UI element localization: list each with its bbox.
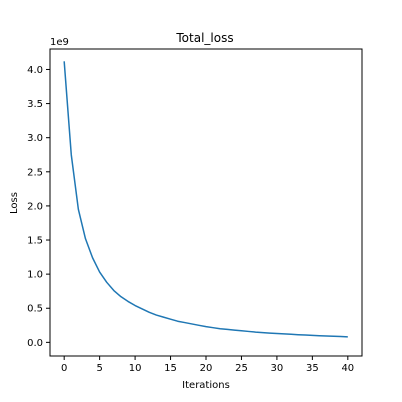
plot-area (63, 61, 348, 338)
y-tick-label: 3.5 (27, 99, 43, 110)
y-tick-label: 2.0 (27, 201, 43, 212)
y-tick-label: 1.0 (27, 270, 43, 281)
axes-frame (49, 48, 363, 357)
y-axis-label: Loss (9, 192, 20, 214)
y-tick-label: 2.5 (27, 167, 43, 178)
x-tick-label: 15 (164, 363, 177, 374)
x-tick-label: 10 (129, 363, 142, 374)
y-tick-label: 0.5 (27, 304, 43, 315)
x-tick-label: 25 (235, 363, 248, 374)
x-tick-label: 0 (61, 363, 67, 374)
y-tick-label: 0.0 (27, 338, 43, 349)
x-axis-label: Iterations (182, 380, 230, 391)
x-tick-label: 20 (200, 363, 213, 374)
x-tick-label: 35 (306, 363, 319, 374)
y-tick-label: 4.0 (27, 65, 43, 76)
x-tick-label: 5 (96, 363, 102, 374)
y-tick-label: 1.5 (27, 236, 43, 247)
x-tick-label: 30 (271, 363, 284, 374)
x-tick-label: 40 (341, 363, 354, 374)
ticks: 0 5 10 15 20 25 30 35 40 0.0 0.5 1.0 1.5 2.0 2.5 3.0 3.5… (27, 65, 354, 374)
chart-title: Total_loss (175, 31, 233, 45)
y-scale-label: 1e9 (50, 37, 69, 48)
series-line (63, 61, 348, 338)
y-tick-label: 3.0 (27, 133, 43, 144)
